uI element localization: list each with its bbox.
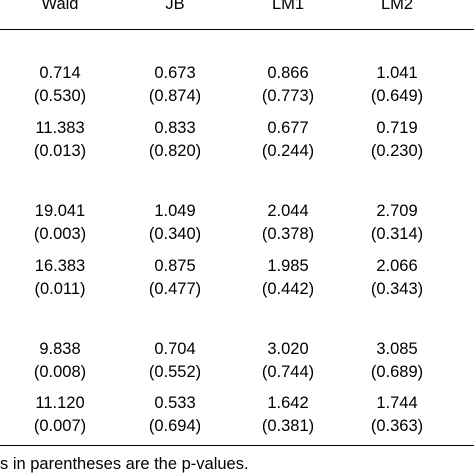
column-header-wald: Wald [41,0,79,13]
table-cell-stat: 0.677 [267,119,309,137]
table-cell-pvalue: (0.363) [370,417,424,435]
table-cell-pvalue: (0.689) [370,363,424,381]
table-cell-stat: 16.383 [34,257,86,275]
table-cell-pvalue: (0.820) [148,142,202,160]
table-cell-stat: 11.383 [35,119,85,137]
table-cell-stat: 1.744 [376,394,418,412]
table-cell-stat: 1.985 [267,257,309,275]
table-cell-stat: 0.704 [154,340,196,358]
table-cell-pvalue: (0.003) [33,225,87,243]
column-header-lm1: LM1 [271,0,305,13]
table-cell-pvalue: (0.314) [370,225,424,243]
table-cell-stat: 1.642 [267,394,309,412]
column-header-lm2: LM2 [380,0,414,13]
table-cell-pvalue: (0.649) [370,87,424,105]
table-cell-stat: 0.533 [154,394,196,412]
table-cell-stat: 0.673 [154,64,196,82]
table-cell-pvalue: (0.008) [33,363,87,381]
table-cell-pvalue: (0.011) [34,280,86,298]
table-footnote: s in parentheses are the p-values. [0,455,249,473]
table-cell-pvalue: (0.343) [370,280,424,298]
table-cell-stat: 1.049 [154,202,196,220]
bottom-rule [0,445,474,446]
table-cell-stat: 9.838 [39,340,81,358]
table-cell-stat: 0.833 [154,119,196,137]
table-cell-pvalue: (0.773) [261,87,315,105]
table-cell-stat: 0.866 [267,64,309,82]
table-cell-pvalue: (0.244) [261,142,315,160]
table-cell-stat: 2.044 [267,202,309,220]
table-cell-pvalue: (0.230) [370,142,424,160]
table-cell-pvalue: (0.442) [261,280,315,298]
table-cell-stat: 2.066 [376,257,418,275]
table-cell-pvalue: (0.340) [148,225,202,243]
header-rule [0,29,474,30]
table-cell-stat: 3.085 [376,340,418,358]
table-cell-pvalue: (0.381) [261,417,315,435]
table-cell-pvalue: (0.477) [148,280,202,298]
table-cell-stat: 2.709 [376,202,418,220]
table-cell-pvalue: (0.007) [33,417,87,435]
table-cell-stat: 1.041 [376,64,418,82]
column-header-jb: JB [165,0,185,13]
table-cell-pvalue: (0.874) [148,87,202,105]
table-cell-stat: 19.041 [34,202,86,220]
table-cell-stat: 0.714 [39,64,81,82]
table-cell-stat: 0.719 [376,119,418,137]
table-cell-pvalue: (0.694) [148,417,202,435]
table-cell-pvalue: (0.744) [261,363,315,381]
table-cell-pvalue: (0.552) [148,363,202,381]
table-cell-pvalue: (0.530) [33,87,87,105]
table-cell-stat: 3.020 [267,340,309,358]
table-cell-pvalue: (0.013) [33,142,87,160]
table-cell-stat: 0.875 [154,257,196,275]
table-cell-pvalue: (0.378) [261,225,315,243]
table-cell-stat: 11.120 [35,394,85,412]
